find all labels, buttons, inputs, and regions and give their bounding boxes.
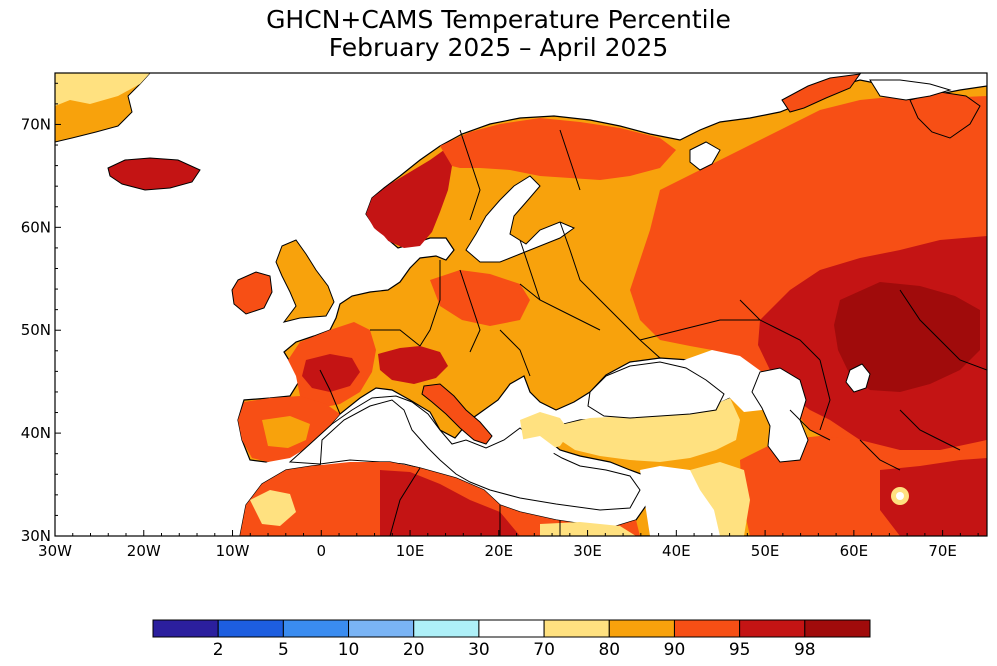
afghanistan-extreme-region — [880, 458, 987, 536]
colorbar-swatch — [348, 619, 415, 638]
black-sea — [587, 361, 725, 419]
colorbar-swatch — [413, 619, 480, 638]
morocco-moderate-region — [250, 490, 296, 526]
colorbar-swatch — [739, 619, 806, 638]
x-tick-label: 40E — [662, 542, 691, 560]
arabia-moderate-region — [690, 462, 750, 536]
libya-moderate-region — [540, 522, 636, 536]
colorbar-swatch — [608, 619, 675, 638]
france-extreme-region — [302, 354, 360, 392]
colorbar-label: 90 — [664, 640, 686, 660]
y-axis: 30N 40N 50N 60N 70N — [21, 82, 61, 545]
turkey-region — [556, 398, 740, 462]
colorbar-label: 30 — [468, 640, 490, 660]
x-axis: 30W 20W 10W 0 10E 20E 30E 40E 50E 60E 70E — [38, 530, 979, 560]
colorbar-swatch — [804, 619, 871, 638]
x-tick-label: 30W — [38, 542, 72, 560]
warm-spot-core — [896, 492, 904, 500]
scandinavia-extreme-region — [366, 150, 452, 248]
chart-title: GHCN+CAMS Temperature Percentile Februar… — [0, 6, 997, 62]
great-britain-region — [275, 239, 335, 323]
caspian-sea — [751, 367, 809, 463]
algeria-extreme-region — [380, 470, 520, 536]
greenland-warm-zone — [55, 73, 150, 106]
italy-region — [421, 383, 493, 445]
colorbar-swatch — [282, 619, 350, 638]
colorbar-label: 95 — [729, 640, 751, 660]
colorbar-label: 20 — [403, 640, 425, 660]
north-sea — [326, 222, 402, 290]
title-line-2: February 2025 – April 2025 — [328, 33, 669, 62]
baltic-sea — [465, 175, 576, 263]
colorbar-label: 10 — [338, 640, 360, 660]
y-tick-label: 40N — [21, 424, 51, 442]
aral-sea — [845, 363, 871, 393]
colorbar-label: 2 — [213, 640, 224, 660]
y-tick-label: 60N — [21, 218, 51, 236]
greece-neutral-region — [518, 436, 556, 470]
novaya-zemlya — [781, 73, 862, 113]
iberia-moderate-region — [262, 416, 310, 448]
y-tick-label: 50N — [21, 321, 51, 339]
colorbar: 2 5 10 20 30 70 80 90 95 98 — [152, 619, 871, 660]
x-tick-label: 70E — [928, 542, 957, 560]
y-tick-label: 30N — [21, 527, 51, 545]
colorbar-label: 5 — [278, 640, 289, 660]
x-tick-label: 20E — [485, 542, 514, 560]
colorbar-swatch — [673, 619, 741, 638]
x-tick-label: 20W — [127, 542, 161, 560]
x-tick-label: 50E — [751, 542, 780, 560]
x-tick-label: 60E — [840, 542, 869, 560]
map-area — [55, 73, 987, 536]
x-tick-label: 0 — [317, 542, 327, 560]
caucasus-neutral-region — [684, 350, 770, 412]
northern-scandinavia-hot-region — [440, 118, 676, 180]
colorbar-swatch — [478, 619, 545, 638]
ireland-region — [231, 271, 273, 315]
country-borders — [319, 129, 987, 536]
white-sea — [689, 141, 721, 171]
colorbar-swatch — [543, 619, 610, 638]
kara-sea — [869, 79, 952, 101]
colorbar-label: 80 — [598, 640, 620, 660]
yamal-peninsula — [909, 91, 981, 139]
colorbar-swatch — [152, 619, 219, 638]
x-tick-label: 30E — [573, 542, 602, 560]
colorbar-label: 98 — [794, 640, 816, 660]
poland-hot-region — [430, 270, 530, 326]
colorbar-swatch — [217, 619, 284, 638]
y-tick-label: 70N — [21, 115, 51, 133]
x-tick-label: 10E — [396, 542, 425, 560]
alps-extreme-region — [378, 346, 448, 384]
x-tick-label: 10W — [216, 542, 250, 560]
title-line-1: GHCN+CAMS Temperature Percentile — [266, 5, 731, 34]
central-asia-record-region — [834, 282, 980, 392]
colorbar-label: 70 — [533, 640, 555, 660]
iceland-region — [107, 157, 201, 191]
map-frame — [54, 72, 988, 537]
